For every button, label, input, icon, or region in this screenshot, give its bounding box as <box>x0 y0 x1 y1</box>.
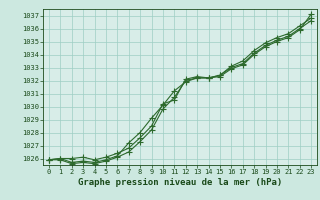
X-axis label: Graphe pression niveau de la mer (hPa): Graphe pression niveau de la mer (hPa) <box>78 178 282 187</box>
